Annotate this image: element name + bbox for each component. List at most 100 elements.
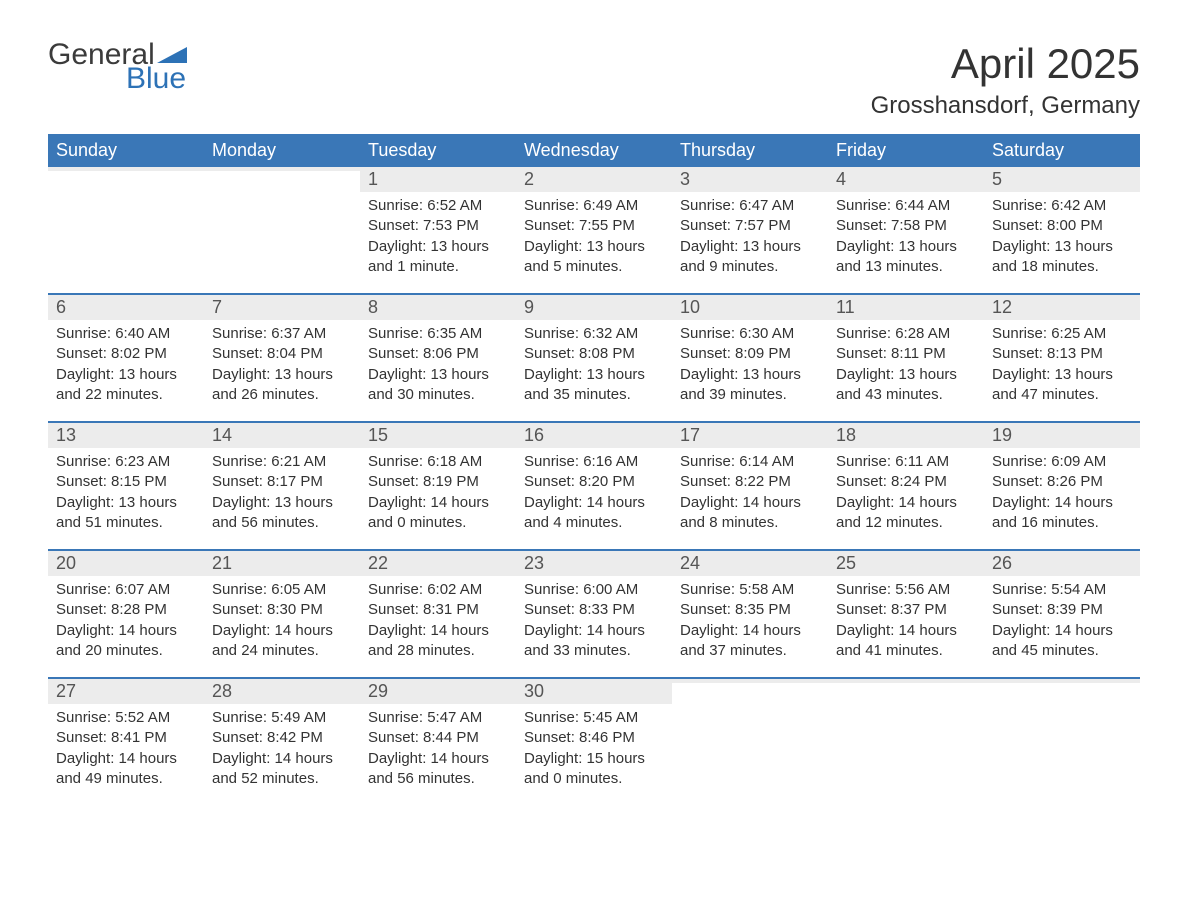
sunset-text: Sunset: 8:15 PM (56, 472, 196, 492)
day-cell: 17Sunrise: 6:14 AMSunset: 8:22 PMDayligh… (672, 423, 828, 539)
day-cell: 26Sunrise: 5:54 AMSunset: 8:39 PMDayligh… (984, 551, 1140, 667)
day-cell: 21Sunrise: 6:05 AMSunset: 8:30 PMDayligh… (204, 551, 360, 667)
day-number-row: 11 (828, 295, 984, 320)
sunset-text: Sunset: 7:57 PM (680, 216, 820, 236)
day-content: Sunrise: 5:54 AMSunset: 8:39 PMDaylight:… (984, 576, 1140, 667)
day-cell: 2Sunrise: 6:49 AMSunset: 7:55 PMDaylight… (516, 167, 672, 283)
sunset-text: Sunset: 8:22 PM (680, 472, 820, 492)
sunset-text: Sunset: 8:06 PM (368, 344, 508, 364)
day-content: Sunrise: 6:05 AMSunset: 8:30 PMDaylight:… (204, 576, 360, 667)
weekday-header: Wednesday (516, 134, 672, 167)
sunset-text: Sunset: 8:08 PM (524, 344, 664, 364)
sunrise-text: Sunrise: 6:14 AM (680, 452, 820, 472)
sunset-text: Sunset: 7:55 PM (524, 216, 664, 236)
day-cell: 1 Sunrise: 6:52 AMSunset: 7:53 PMDaylight… (360, 167, 516, 283)
day-number-row: 26 (984, 551, 1140, 576)
day-content: Sunrise: 6:02 AMSunset: 8:31 PMDaylight:… (360, 576, 516, 667)
sunrise-text: Sunrise: 6:37 AM (212, 324, 352, 344)
day-number: 1 (368, 169, 378, 189)
day-number-row: 9 (516, 295, 672, 320)
day-number-row (828, 679, 984, 683)
daylight-text: Daylight: 13 hours and 9 minutes. (680, 237, 820, 278)
daylight-text: Daylight: 14 hours and 56 minutes. (368, 749, 508, 790)
sunset-text: Sunset: 8:44 PM (368, 728, 508, 748)
day-number: 5 (992, 169, 1002, 189)
day-content: Sunrise: 5:49 AMSunset: 8:42 PMDaylight:… (204, 704, 360, 795)
day-cell: 14 Sunrise: 6:21 AMSunset: 8:17 PMDayligh… (204, 423, 360, 539)
sunrise-text: Sunrise: 6:00 AM (524, 580, 664, 600)
day-number: 25 (836, 553, 856, 573)
day-content: Sunrise: 6:18 AMSunset: 8:19 PMDaylight:… (360, 448, 516, 539)
day-number: 6 (56, 297, 66, 317)
day-number-row: 27 (48, 679, 204, 704)
day-cell: 11Sunrise: 6:28 AMSunset: 8:11 PMDayligh… (828, 295, 984, 411)
day-content: Sunrise: 6:42 AMSunset: 8:00 PMDaylight:… (984, 192, 1140, 283)
logo-text-blue: Blue (126, 64, 187, 94)
day-number: 14 (212, 425, 232, 445)
day-cell (204, 167, 360, 283)
day-number: 8 (368, 297, 378, 317)
day-number-row: 16 (516, 423, 672, 448)
daylight-text: Daylight: 14 hours and 33 minutes. (524, 621, 664, 662)
daylight-text: Daylight: 13 hours and 22 minutes. (56, 365, 196, 406)
sunset-text: Sunset: 8:39 PM (992, 600, 1132, 620)
sunrise-text: Sunrise: 6:21 AM (212, 452, 352, 472)
day-number: 28 (212, 681, 232, 701)
sunset-text: Sunset: 8:17 PM (212, 472, 352, 492)
day-cell: 16Sunrise: 6:16 AMSunset: 8:20 PMDayligh… (516, 423, 672, 539)
day-cell: 22Sunrise: 6:02 AMSunset: 8:31 PMDayligh… (360, 551, 516, 667)
day-cell (828, 679, 984, 795)
daylight-text: Daylight: 13 hours and 30 minutes. (368, 365, 508, 406)
sunset-text: Sunset: 8:30 PM (212, 600, 352, 620)
day-content: Sunrise: 5:47 AMSunset: 8:44 PMDaylight:… (360, 704, 516, 795)
day-cell (48, 167, 204, 283)
day-number: 10 (680, 297, 700, 317)
daylight-text: Daylight: 13 hours and 35 minutes. (524, 365, 664, 406)
header: General Blue April 2025 Grosshansdorf, G… (48, 40, 1140, 128)
sunset-text: Sunset: 7:53 PM (368, 216, 508, 236)
day-number-row (672, 679, 828, 683)
day-number-row (204, 167, 360, 171)
sunrise-text: Sunrise: 6:23 AM (56, 452, 196, 472)
day-content: Sunrise: 6:52 AMSunset: 7:53 PMDaylight:… (360, 192, 516, 283)
daylight-text: Daylight: 13 hours and 13 minutes. (836, 237, 976, 278)
day-content: Sunrise: 6:25 AMSunset: 8:13 PMDaylight:… (984, 320, 1140, 411)
day-number-row: 20 (48, 551, 204, 576)
sunset-text: Sunset: 8:41 PM (56, 728, 196, 748)
day-cell: 3Sunrise: 6:47 AMSunset: 7:57 PMDaylight… (672, 167, 828, 283)
sunrise-text: Sunrise: 6:02 AM (368, 580, 508, 600)
daylight-text: Daylight: 14 hours and 28 minutes. (368, 621, 508, 662)
day-number-row: 13 (48, 423, 204, 448)
day-number: 29 (368, 681, 388, 701)
day-content: Sunrise: 6:49 AMSunset: 7:55 PMDaylight:… (516, 192, 672, 283)
sunset-text: Sunset: 7:58 PM (836, 216, 976, 236)
day-content: Sunrise: 5:52 AMSunset: 8:41 PMDaylight:… (48, 704, 204, 795)
day-cell: 23Sunrise: 6:00 AMSunset: 8:33 PMDayligh… (516, 551, 672, 667)
day-content: Sunrise: 6:30 AMSunset: 8:09 PMDaylight:… (672, 320, 828, 411)
day-cell: 30Sunrise: 5:45 AMSunset: 8:46 PMDayligh… (516, 679, 672, 795)
day-number: 20 (56, 553, 76, 573)
day-cell: 29 Sunrise: 5:47 AMSunset: 8:44 PMDayligh… (360, 679, 516, 795)
sunrise-text: Sunrise: 5:58 AM (680, 580, 820, 600)
sunrise-text: Sunrise: 6:28 AM (836, 324, 976, 344)
sunrise-text: Sunrise: 6:52 AM (368, 196, 508, 216)
day-content: Sunrise: 6:09 AMSunset: 8:26 PMDaylight:… (984, 448, 1140, 539)
day-content: Sunrise: 6:21 AMSunset: 8:17 PMDaylight:… (204, 448, 360, 539)
day-cell: 24Sunrise: 5:58 AMSunset: 8:35 PMDayligh… (672, 551, 828, 667)
week-row: 20Sunrise: 6:07 AMSunset: 8:28 PMDayligh… (48, 549, 1140, 667)
logo: General Blue (48, 40, 187, 94)
day-number: 13 (56, 425, 76, 445)
daylight-text: Daylight: 13 hours and 5 minutes. (524, 237, 664, 278)
weekday-header: Monday (204, 134, 360, 167)
day-content: Sunrise: 6:40 AMSunset: 8:02 PMDaylight:… (48, 320, 204, 411)
day-cell: 4Sunrise: 6:44 AMSunset: 7:58 PMDaylight… (828, 167, 984, 283)
sunset-text: Sunset: 8:37 PM (836, 600, 976, 620)
sunrise-text: Sunrise: 6:09 AM (992, 452, 1132, 472)
day-number-row: 15 (360, 423, 516, 448)
sunrise-text: Sunrise: 6:25 AM (992, 324, 1132, 344)
day-number-row: 18 (828, 423, 984, 448)
daylight-text: Daylight: 13 hours and 18 minutes. (992, 237, 1132, 278)
week-row: 27Sunrise: 5:52 AMSunset: 8:41 PMDayligh… (48, 677, 1140, 795)
day-content: Sunrise: 6:37 AMSunset: 8:04 PMDaylight:… (204, 320, 360, 411)
day-cell: 8Sunrise: 6:35 AMSunset: 8:06 PMDaylight… (360, 295, 516, 411)
